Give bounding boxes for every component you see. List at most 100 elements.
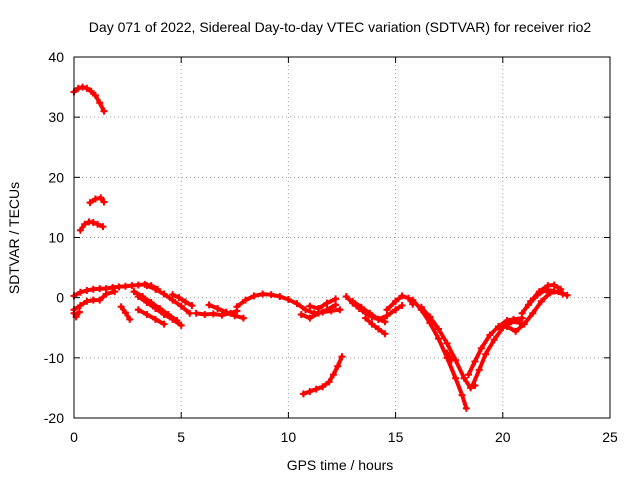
data-point xyxy=(525,301,533,309)
series-arc-09 xyxy=(134,292,185,329)
data-point xyxy=(83,84,91,92)
series-line xyxy=(307,296,338,311)
y-tick-label: -10 xyxy=(44,350,64,366)
data-point xyxy=(510,315,518,323)
data-point xyxy=(537,297,545,305)
data-point xyxy=(97,194,105,202)
data-point xyxy=(96,296,104,304)
series-arc-12 xyxy=(169,291,196,309)
series-arc-01 xyxy=(70,83,108,115)
data-point xyxy=(460,374,468,382)
data-point xyxy=(76,226,84,234)
x-tick-label: 15 xyxy=(388,429,404,445)
x-tick-label: 10 xyxy=(281,429,297,445)
data-point xyxy=(409,296,417,304)
data-point xyxy=(482,350,490,358)
data-point xyxy=(151,315,159,323)
data-point xyxy=(325,378,333,386)
data-point xyxy=(134,281,142,289)
data-point xyxy=(383,312,391,320)
y-tick-label: -20 xyxy=(44,410,64,426)
data-point xyxy=(329,371,337,379)
data-point xyxy=(89,285,97,293)
data-point xyxy=(447,356,455,364)
x-tick-label: 20 xyxy=(495,429,511,445)
data-point xyxy=(276,292,284,300)
data-point xyxy=(306,388,314,396)
series-arc-25 xyxy=(443,349,455,364)
data-point xyxy=(99,223,107,231)
data-point xyxy=(319,383,327,391)
series-arc-07 xyxy=(117,303,134,323)
data-point xyxy=(323,306,331,314)
series-arc-14 xyxy=(205,301,247,322)
data-point xyxy=(349,297,357,305)
data-point xyxy=(469,381,477,389)
data-point xyxy=(218,311,226,319)
data-point xyxy=(392,306,400,314)
data-point xyxy=(338,353,346,361)
data-point xyxy=(332,301,340,309)
series-arc-24 xyxy=(417,303,479,392)
data-point xyxy=(96,285,104,293)
series-line xyxy=(363,316,387,336)
data-point xyxy=(533,291,541,299)
data-point xyxy=(417,303,425,311)
data-point xyxy=(452,374,460,382)
data-point xyxy=(192,309,200,317)
data-point xyxy=(550,287,558,295)
data-point xyxy=(550,281,558,289)
data-point xyxy=(239,314,247,322)
data-point xyxy=(462,404,470,412)
data-point xyxy=(458,391,466,399)
data-point xyxy=(477,344,485,352)
data-point xyxy=(284,295,292,303)
data-point xyxy=(544,282,552,290)
series-arc-18 xyxy=(299,353,346,398)
x-tick-label: 5 xyxy=(177,429,185,445)
series-line xyxy=(170,292,194,308)
data-point xyxy=(306,302,314,310)
data-point xyxy=(297,311,305,319)
data-point xyxy=(312,385,320,393)
data-point xyxy=(143,298,151,306)
data-point xyxy=(94,220,102,228)
x-axis-label: GPS time / hours xyxy=(287,457,394,473)
data-point xyxy=(503,317,511,325)
data-point xyxy=(486,331,494,339)
data-point xyxy=(86,199,94,207)
data-point xyxy=(130,288,138,296)
data-point xyxy=(175,294,183,302)
data-point xyxy=(332,295,340,303)
data-point xyxy=(79,83,87,91)
data-point xyxy=(231,312,239,320)
data-point xyxy=(177,321,185,329)
data-point xyxy=(512,327,520,335)
x-tick-label: 0 xyxy=(70,429,78,445)
data-point xyxy=(383,306,391,314)
data-point xyxy=(89,296,97,304)
data-point xyxy=(126,315,134,323)
data-point xyxy=(160,290,168,298)
data-point xyxy=(222,308,230,316)
data-point xyxy=(293,300,301,308)
data-point xyxy=(143,282,151,290)
data-point xyxy=(404,294,412,302)
data-point xyxy=(299,390,307,398)
data-point xyxy=(368,320,376,328)
data-point xyxy=(392,297,400,305)
data-point xyxy=(91,195,99,203)
data-point xyxy=(143,311,151,319)
data-point xyxy=(475,366,483,374)
data-point xyxy=(181,298,189,306)
data-point xyxy=(374,325,382,333)
data-point xyxy=(186,309,194,317)
data-point xyxy=(111,288,119,296)
data-point xyxy=(151,285,159,293)
data-point xyxy=(121,282,129,290)
series-line xyxy=(136,307,166,327)
data-point xyxy=(242,296,250,304)
data-point xyxy=(503,323,511,331)
series-arc-20 xyxy=(349,297,406,323)
